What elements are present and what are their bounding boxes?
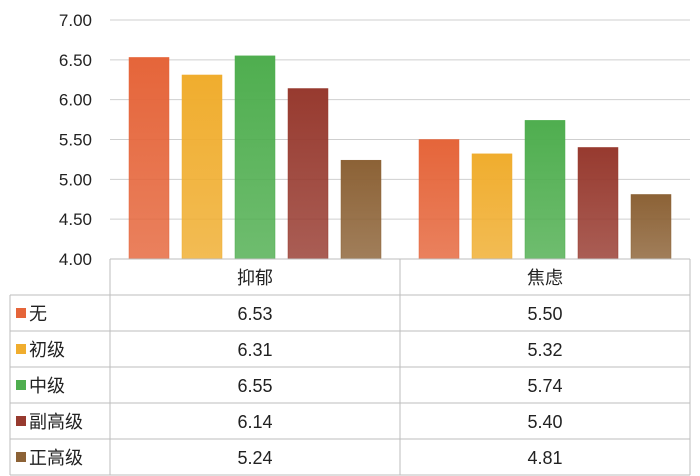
- bar: [524, 120, 566, 260]
- data-label: 6.14: [237, 412, 272, 432]
- legend-swatch: [16, 308, 26, 318]
- data-label: 5.32: [527, 340, 562, 360]
- bar: [181, 74, 223, 260]
- data-label: 5.40: [527, 412, 562, 432]
- bar: [630, 194, 672, 260]
- category-label: 焦虑: [527, 268, 563, 289]
- bar: [128, 57, 170, 260]
- y-tick-label: 5.00: [59, 170, 92, 189]
- data-label: 6.55: [237, 376, 272, 396]
- legend-swatch: [16, 380, 26, 390]
- legend-label: 正高级: [29, 448, 83, 469]
- data-label: 5.74: [527, 376, 562, 396]
- bars: [128, 55, 672, 260]
- data-label: 4.81: [527, 448, 562, 468]
- y-tick-label: 4.00: [59, 250, 92, 269]
- bar: [287, 88, 329, 260]
- bar: [340, 159, 382, 260]
- legend-swatch: [16, 416, 26, 426]
- y-tick-label: 5.50: [59, 131, 92, 150]
- category-label: 抑郁: [237, 268, 273, 289]
- bar: [577, 147, 619, 260]
- data-label: 5.50: [527, 304, 562, 324]
- data-label: 6.53: [237, 304, 272, 324]
- legend-label: 中级: [29, 376, 65, 397]
- legend-label: 副高级: [29, 412, 83, 433]
- data-table: 抑郁 焦虑无 6.53 5.50 初级 6.31 5.32 中级 6.55 5.74 副高级 6.14…: [9, 258, 691, 476]
- y-tick-label: 6.00: [59, 91, 92, 110]
- legend-label: 无: [29, 304, 47, 325]
- bar: [234, 55, 276, 260]
- legend-label: 初级: [29, 340, 65, 361]
- y-tick-label: 6.50: [59, 51, 92, 70]
- y-tick-label: 4.50: [59, 210, 92, 229]
- bar: [471, 153, 513, 260]
- data-label: 5.24: [237, 448, 272, 468]
- y-axis-ticks: 4.00 4.50 5.00 5.50 6.00 6.50 7.00: [59, 11, 92, 269]
- legend-swatch: [16, 344, 26, 354]
- data-label: 6.31: [237, 340, 272, 360]
- bar: [418, 139, 460, 260]
- legend-swatch: [16, 452, 26, 462]
- y-tick-label: 7.00: [59, 11, 92, 30]
